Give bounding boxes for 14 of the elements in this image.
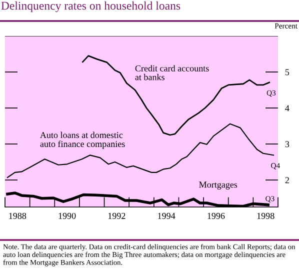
x-tick-label: 1996	[208, 212, 225, 219]
y-tick-label: 5	[285, 69, 290, 76]
series-label: Credit card accounts at banks	[135, 65, 209, 80]
x-tick-label: 1994	[158, 212, 176, 219]
x-tick-label: 1992	[108, 212, 126, 219]
x-tick-label: 1988	[9, 212, 26, 219]
y-tick-label: 4	[285, 105, 290, 112]
series-label: Auto loans at domestic auto finance companies	[40, 132, 125, 149]
y-tick-label: 2	[285, 177, 289, 184]
x-tick-label: 1998	[257, 212, 274, 219]
x-tick-label: 1990	[58, 212, 76, 219]
series-label: Mortgages	[199, 182, 238, 190]
chart-title: Delinquency rates on household loans	[1, 1, 180, 12]
y-tick-label: 3	[285, 141, 290, 148]
